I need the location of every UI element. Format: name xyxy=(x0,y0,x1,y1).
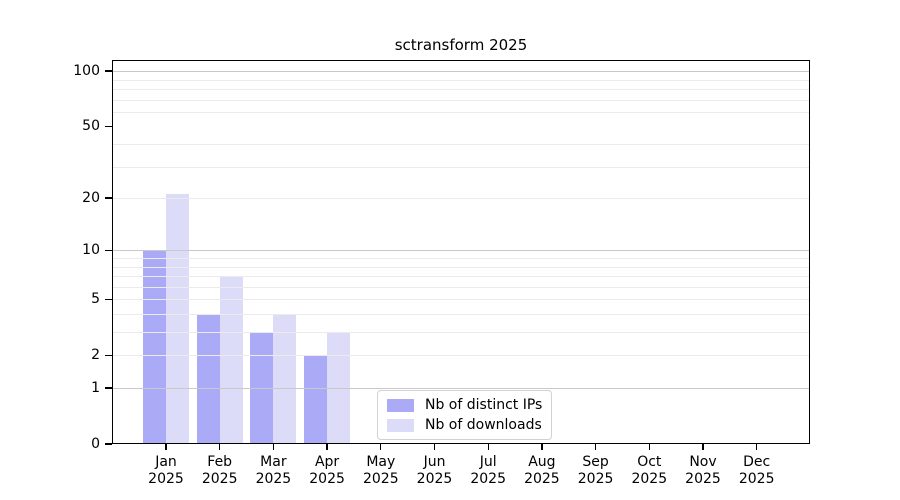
bar-downloads-jan xyxy=(166,194,189,444)
y-tick-label-5: 5 xyxy=(91,291,100,308)
gridline-minor-30 xyxy=(112,166,810,168)
x-tick-year-oct: 2025 xyxy=(631,471,668,487)
x-tick-label-may: May 2025 xyxy=(351,454,411,488)
x-tick-oct xyxy=(648,444,650,450)
y-tick-label-100: 100 xyxy=(73,63,100,80)
bar-distinct-ips-apr xyxy=(304,355,328,444)
gridline-major-100 xyxy=(112,71,810,73)
gridline-minor-7 xyxy=(112,276,810,278)
bar-downloads-mar xyxy=(273,314,297,444)
y-tick-0 xyxy=(105,443,112,445)
y-tick-1 xyxy=(105,387,112,389)
x-tick-year-jul: 2025 xyxy=(470,471,506,487)
y-tick-5 xyxy=(105,298,112,300)
gridline-minor-90 xyxy=(112,79,810,81)
x-tick-year-may: 2025 xyxy=(362,471,399,487)
x-tick-label-oct: Oct 2025 xyxy=(619,454,679,488)
gridline-minor-2 xyxy=(112,355,810,357)
y-tick-2 xyxy=(105,354,112,356)
x-tick-jan xyxy=(165,444,167,450)
y-tick-50 xyxy=(105,125,112,128)
x-tick-year-jan: 2025 xyxy=(148,471,184,487)
x-tick-year-sep: 2025 xyxy=(577,471,614,487)
y-tick-label-2: 2 xyxy=(91,347,100,364)
x-tick-mar xyxy=(272,444,275,450)
grid-layer xyxy=(112,60,810,444)
gridline-major-10 xyxy=(112,250,810,252)
x-tick-feb xyxy=(219,444,221,450)
bars-layer xyxy=(112,60,810,444)
x-tick-sep xyxy=(594,444,597,450)
gridline-minor-9 xyxy=(112,257,810,259)
y-tick-20 xyxy=(105,197,112,199)
ticks-layer: 0 1 2 5 10 20 50 100 Jan 2025 Feb 2025 Mar 2025 Apr 202… xyxy=(73,60,810,487)
gridline-minor-20 xyxy=(112,198,810,200)
x-tick-label-jan: Jan 2025 xyxy=(136,454,196,488)
x-tick-year-apr: 2025 xyxy=(309,471,345,487)
x-tick-aug xyxy=(541,444,543,450)
legend-item-distinct-ips: Nb of distinct IPs xyxy=(387,397,542,413)
legend-swatch-distinct-ips xyxy=(387,398,414,412)
x-tick-year-dec: 2025 xyxy=(738,471,775,487)
gridline-minor-40 xyxy=(112,144,810,145)
gridline-minor-6 xyxy=(112,286,810,288)
x-tick-label-feb: Feb 2025 xyxy=(190,454,250,488)
y-tick-label-1: 1 xyxy=(91,380,100,396)
x-tick-year-feb: 2025 xyxy=(201,471,238,487)
x-tick-year-nov: 2025 xyxy=(685,471,721,487)
gridline-minor-8 xyxy=(112,266,810,268)
y-tick-label-50: 50 xyxy=(82,118,100,135)
x-tick-label-sep: Sep 2025 xyxy=(566,454,626,488)
plot-area: 0 1 2 5 10 20 50 100 Jan 2025 Feb 2025 Mar 2025 Apr 202… xyxy=(73,60,810,487)
x-tick-dec xyxy=(756,444,758,450)
x-tick-jun xyxy=(433,444,436,450)
bar-distinct-ips-feb xyxy=(196,314,220,444)
x-tick-year-mar: 2025 xyxy=(255,471,292,487)
x-tick-label-nov: Nov 2025 xyxy=(673,454,733,488)
gridline-minor-3 xyxy=(112,332,810,333)
gridline-minor-5 xyxy=(112,299,810,301)
gridline-minor-80 xyxy=(112,89,810,90)
x-tick-may xyxy=(380,444,382,450)
x-tick-year-aug: 2025 xyxy=(524,471,560,487)
gridline-minor-60 xyxy=(112,111,810,113)
bar-distinct-ips-jan xyxy=(143,250,166,444)
x-tick-nov xyxy=(702,444,704,450)
y-tick-10 xyxy=(105,249,112,251)
legend-label-distinct-ips: Nb of distinct IPs xyxy=(425,397,543,413)
y-tick-label-0: 0 xyxy=(91,436,100,452)
chart-title: sctransform 2025 xyxy=(394,36,528,54)
y-tick-label-20: 20 xyxy=(82,190,100,207)
x-tick-year-jun: 2025 xyxy=(416,471,453,487)
gridline-major-1 xyxy=(112,388,810,389)
x-tick-label-mar: Mar 2025 xyxy=(243,454,303,488)
y-tick-100 xyxy=(105,70,112,72)
x-tick-apr xyxy=(326,444,328,450)
x-tick-label-jun: Jun 2025 xyxy=(405,454,465,488)
legend-item-downloads: Nb of downloads xyxy=(387,417,542,433)
x-tick-jul xyxy=(487,444,489,450)
x-tick-label-dec: Dec 2025 xyxy=(727,454,787,488)
bar-downloads-feb xyxy=(219,276,243,444)
legend: Nb of distinct IPs Nb of downloads xyxy=(377,390,553,440)
x-tick-label-aug: Aug 2025 xyxy=(512,454,572,488)
legend-swatch-downloads xyxy=(387,418,414,432)
x-tick-label-jul: Jul 2025 xyxy=(458,454,518,488)
legend-label-downloads: Nb of downloads xyxy=(425,417,542,433)
gridline-minor-70 xyxy=(112,99,810,101)
x-tick-label-apr: Apr 2025 xyxy=(297,454,357,488)
gridline-minor-4 xyxy=(112,313,810,315)
y-tick-label-10: 10 xyxy=(82,242,100,259)
